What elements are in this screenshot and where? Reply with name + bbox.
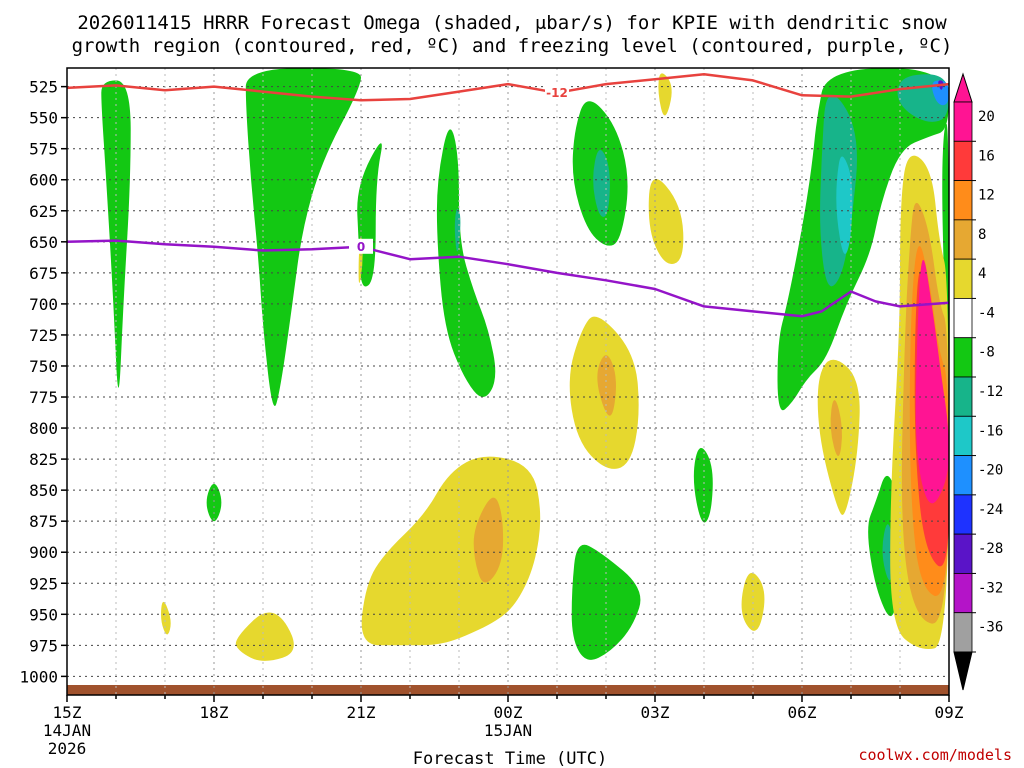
y-tick-label-16: 925 <box>29 574 58 593</box>
colorbar-label-11: -28 <box>978 541 1003 557</box>
omega-region-18 <box>206 483 222 522</box>
terrain-ground <box>67 685 949 695</box>
omega-region-35 <box>915 259 949 504</box>
colorbar-swatch-10 <box>953 494 973 535</box>
omega-region-1 <box>245 68 361 406</box>
colorbar-swatch-8 <box>953 415 973 456</box>
colorbar-swatch-11 <box>953 533 973 574</box>
contour-line-0 <box>67 72 949 102</box>
omega-shading <box>101 68 949 661</box>
omega-region-20 <box>473 497 504 583</box>
y-tick-label-10: 775 <box>29 388 58 407</box>
y-tick-label-4: 625 <box>29 202 58 221</box>
colorbar-bottom-arrow <box>953 651 973 691</box>
colorbar-swatch-2 <box>953 180 973 221</box>
colorbar-swatch-3 <box>953 219 973 260</box>
y-tick-label-11: 800 <box>29 419 58 438</box>
y-tick-label-14: 875 <box>29 512 58 531</box>
x-tick-label-6: 09Z <box>935 703 964 722</box>
contour-line-1 <box>67 239 949 318</box>
omega-region-22 <box>161 601 171 635</box>
x-tick-year-0: 2026 <box>48 739 87 758</box>
colorbar: 20 16 12 8 4 -4 -8 -12 -16 -20 -24 -28 -32 -36 <box>953 72 1003 691</box>
colorbar-top-arrow <box>953 72 973 103</box>
omega-region-28 <box>741 572 765 631</box>
colorbar-label-12: -32 <box>978 580 1003 596</box>
omega-region-24 <box>597 355 616 416</box>
colorbar-label-2: 12 <box>978 188 995 204</box>
colorbar-label-5: -4 <box>978 305 995 321</box>
colorbar-label-3: 8 <box>978 227 986 243</box>
y-tick-label-8: 725 <box>29 326 58 345</box>
x-tick-label-0: 15Z <box>53 703 82 722</box>
y-tick-label-6: 675 <box>29 264 58 283</box>
x-tick-label-2: 21Z <box>347 703 376 722</box>
y-tick-label-0: 525 <box>29 78 58 97</box>
x-tick-date-3: 15JAN <box>484 721 532 740</box>
colorbar-swatch-4 <box>953 258 973 299</box>
y-tick-label-13: 850 <box>29 481 58 500</box>
y-tick-label-1: 550 <box>29 109 58 128</box>
contour-labels: -12 0 <box>349 84 569 254</box>
contour-label-bg-0 <box>545 84 569 100</box>
colorbar-label-9: -20 <box>978 463 1003 479</box>
y-tick-label-18: 975 <box>29 636 58 655</box>
contour-label-1: 0 <box>357 240 365 254</box>
x-tick-label-1: 18Z <box>200 703 229 722</box>
colorbar-swatch-1 <box>953 140 973 181</box>
y-tick-label-7: 700 <box>29 295 58 314</box>
omega-region-27 <box>648 178 684 264</box>
x-axis-title: Forecast Time (UTC) <box>413 749 607 768</box>
y-axis: 525 550 575 600 625 650 675 700 725 750 775 800 825 8… <box>19 78 67 686</box>
contours <box>67 72 949 318</box>
omega-region-3 <box>436 129 496 397</box>
contour-label-bg-1 <box>349 238 373 254</box>
y-tick-label-19: 1000 <box>19 667 58 686</box>
omega-region-7 <box>693 447 713 523</box>
colorbar-label-4: 4 <box>978 266 986 282</box>
colorbar-label-6: -8 <box>978 345 995 361</box>
omega-region-11 <box>836 156 853 254</box>
colorbar-swatch-9 <box>953 455 973 496</box>
colorbar-label-0: 20 <box>978 109 995 125</box>
colorbar-label-10: -24 <box>978 502 1003 518</box>
y-tick-label-2: 575 <box>29 140 58 159</box>
x-tick-label-5: 06Z <box>788 703 817 722</box>
colorbar-swatch-12 <box>953 573 973 614</box>
credit-text: coolwx.com/models <box>858 746 1012 764</box>
y-tick-label-3: 600 <box>29 171 58 190</box>
colorbar-swatch-7 <box>953 376 973 417</box>
omega-region-0 <box>101 80 131 388</box>
contour-label-0: -12 <box>546 86 568 100</box>
colorbar-label-8: -16 <box>978 423 1003 439</box>
y-tick-label-5: 650 <box>29 233 58 252</box>
y-tick-label-17: 950 <box>29 605 58 624</box>
colorbar-swatch-0 <box>953 101 973 142</box>
omega-region-21 <box>235 612 294 661</box>
y-tick-label-9: 750 <box>29 357 58 376</box>
x-tick-label-4: 03Z <box>641 703 670 722</box>
omega-region-9 <box>777 68 949 411</box>
y-tick-label-15: 900 <box>29 543 58 562</box>
x-tick-date-0: 14JAN <box>43 721 91 740</box>
colorbar-swatch-5 <box>953 298 973 339</box>
omega-region-26 <box>658 73 672 116</box>
omega-region-19 <box>361 456 541 646</box>
colorbar-label-7: -12 <box>978 384 1003 400</box>
colorbar-swatch-13 <box>953 612 973 653</box>
x-tick-label-3: 00Z <box>494 703 523 722</box>
colorbar-label-1: 16 <box>978 148 995 164</box>
colorbar-swatch-6 <box>953 337 973 378</box>
chart-title-line1: 2026011415 HRRR Forecast Omega (shaded, … <box>77 12 947 34</box>
y-tick-label-12: 825 <box>29 450 58 469</box>
chart-title-line2: growth region (contoured, red, ºC) and f… <box>72 35 953 57</box>
colorbar-label-13: -36 <box>978 620 1003 636</box>
grid <box>67 68 949 695</box>
